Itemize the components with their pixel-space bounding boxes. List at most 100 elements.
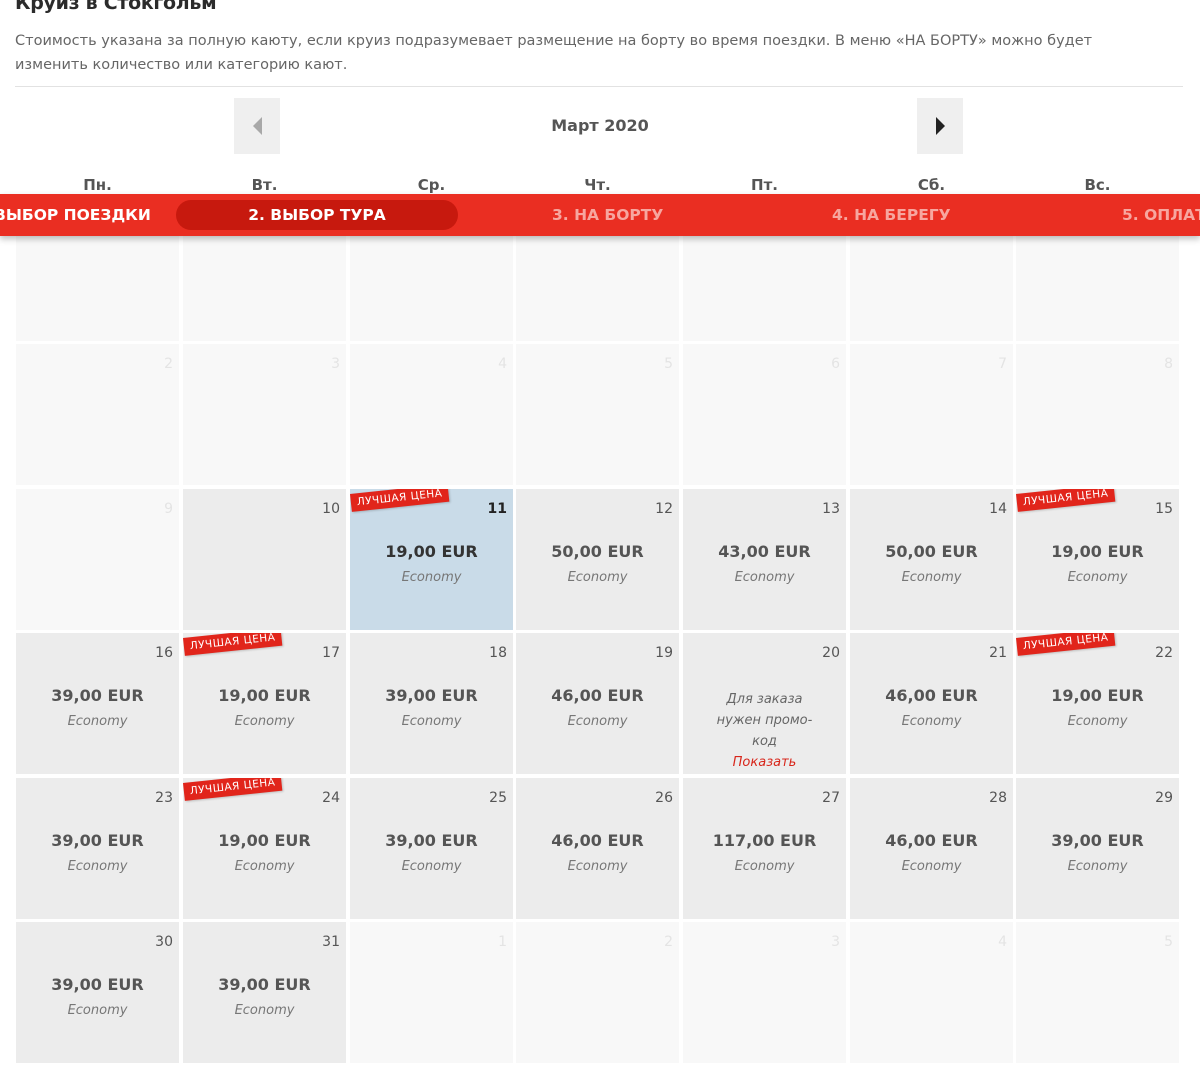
calendar-day-cell[interactable]: 30 39,00 EUR Economy: [16, 922, 179, 1063]
calendar-day-cell[interactable]: 29 39,00 EUR Economy: [1016, 778, 1179, 919]
day-number: 30: [155, 934, 173, 950]
chevron-left-icon: [252, 117, 262, 135]
calendar-day-cell: 3: [183, 344, 346, 485]
day-number: 18: [489, 645, 507, 661]
weekday-wed: Ср.: [417, 176, 446, 194]
cabin-category: Economy: [1067, 714, 1128, 729]
calendar-day-cell[interactable]: 31 39,00 EUR Economy: [183, 922, 346, 1063]
best-price-badge: ЛУЧШАЯ ЦЕНА: [1016, 489, 1116, 512]
day-number: 1: [498, 934, 507, 950]
cabin-category: Economy: [1067, 570, 1128, 585]
prev-month-button[interactable]: [234, 98, 280, 154]
best-price-badge: ЛУЧШАЯ ЦЕНА: [183, 633, 283, 656]
day-price: 46,00 EUR: [885, 831, 978, 850]
weekday-tue: Вт.: [251, 176, 278, 194]
calendar-day-cell[interactable]: 22 ЛУЧШАЯ ЦЕНА 19,00 EUR Economy: [1016, 633, 1179, 774]
weekday-mon: Пн.: [83, 176, 112, 194]
calendar-day-cell[interactable]: 27 117,00 EUR Economy: [683, 778, 846, 919]
day-price: 39,00 EUR: [218, 975, 311, 994]
calendar-day-cell[interactable]: 24 ЛУЧШАЯ ЦЕНА 19,00 EUR Economy: [183, 778, 346, 919]
day-number: 13: [822, 501, 840, 517]
day-price: 19,00 EUR: [218, 831, 311, 850]
weekday-sun: Вс.: [1084, 176, 1111, 194]
day-number: 4: [498, 356, 507, 372]
day-number: 22: [1155, 645, 1173, 661]
day-number: 5: [664, 356, 673, 372]
show-other-options-link[interactable]: Показать другие варианты: [732, 755, 797, 770]
calendar-day-cell[interactable]: 13 43,00 EUR Economy: [683, 489, 846, 630]
calendar-day-cell: 4: [850, 922, 1013, 1063]
day-price: 46,00 EUR: [885, 686, 978, 705]
cabin-category: Economy: [734, 570, 795, 585]
best-price-badge: ЛУЧШАЯ ЦЕНА: [350, 489, 450, 512]
calendar-day-cell[interactable]: 15 ЛУЧШАЯ ЦЕНА 19,00 EUR Economy: [1016, 489, 1179, 630]
cabin-category: Economy: [567, 570, 628, 585]
best-price-badge: ЛУЧШАЯ ЦЕНА: [1016, 633, 1116, 656]
calendar-day-cell: 9: [16, 489, 179, 630]
calendar-day-cell[interactable]: 23 39,00 EUR Economy: [16, 778, 179, 919]
weekday-sat: Сб.: [917, 176, 946, 194]
cabin-category: Economy: [901, 570, 962, 585]
calendar-day-cell[interactable]: 21 46,00 EUR Economy: [850, 633, 1013, 774]
day-number: 14: [989, 501, 1007, 517]
step-payment[interactable]: 5. ОПЛАТА: [1122, 206, 1200, 224]
calendar-day-cell[interactable]: 20 Для заказа нужен промо-код Показать дру…: [683, 633, 846, 774]
day-price: 46,00 EUR: [551, 686, 644, 705]
day-price: 19,00 EUR: [218, 686, 311, 705]
day-number: 12: [655, 501, 673, 517]
calendar-day-cell[interactable]: 16 39,00 EUR Economy: [16, 633, 179, 774]
day-price: 39,00 EUR: [51, 975, 144, 994]
calendar-day-cell[interactable]: 19 46,00 EUR Economy: [516, 633, 679, 774]
day-price: 19,00 EUR: [385, 542, 478, 561]
step-tour-selection[interactable]: 2. ВЫБОР ТУРА: [176, 200, 458, 230]
calendar-day-cell[interactable]: 25 39,00 EUR Economy: [350, 778, 513, 919]
day-number: 29: [1155, 790, 1173, 806]
day-price: 39,00 EUR: [51, 686, 144, 705]
day-number: 28: [989, 790, 1007, 806]
day-number: 11: [487, 501, 507, 517]
calendar-day-cell[interactable]: 26 46,00 EUR Economy: [516, 778, 679, 919]
calendar-day-cell: 2: [516, 922, 679, 1063]
calendar-day-cell: 2: [16, 344, 179, 485]
chevron-right-icon: [935, 117, 945, 135]
calendar-day-cell: 4: [350, 344, 513, 485]
day-price: 19,00 EUR: [1051, 686, 1144, 705]
day-number: 31: [322, 934, 340, 950]
cabin-category: Economy: [734, 859, 795, 874]
cabin-category: Economy: [567, 714, 628, 729]
promo-code-notice: Для заказа нужен промо-код Показать други…: [683, 689, 846, 774]
step-on-board[interactable]: 3. НА БОРТУ: [552, 206, 664, 224]
cabin-category: Economy: [234, 1003, 295, 1018]
calendar-day-cell[interactable]: 17 ЛУЧШАЯ ЦЕНА 19,00 EUR Economy: [183, 633, 346, 774]
calendar-day-cell[interactable]: 28 46,00 EUR Economy: [850, 778, 1013, 919]
day-number: 5: [1164, 934, 1173, 950]
calendar-grid: 2 3 4 5 6 7 8 9 10 11 ЛУЧШАЯ ЦЕНА 19,00 EUR Economy 1…: [16, 200, 1182, 1064]
day-price: 39,00 EUR: [51, 831, 144, 850]
next-month-button[interactable]: [917, 98, 963, 154]
cabin-category: Economy: [67, 714, 128, 729]
calendar-day-cell[interactable]: 10: [183, 489, 346, 630]
cabin-category: Economy: [234, 714, 295, 729]
day-number: 19: [655, 645, 673, 661]
calendar-day-cell: 8: [1016, 344, 1179, 485]
calendar-day-cell[interactable]: 14 50,00 EUR Economy: [850, 489, 1013, 630]
day-number: 15: [1155, 501, 1173, 517]
month-label: Март 2020: [551, 116, 649, 135]
day-price: 39,00 EUR: [1051, 831, 1144, 850]
promo-required-text: Для заказа нужен промо-код: [716, 692, 813, 749]
step-trip-selection[interactable]: ВЫБОР ПОЕЗДКИ: [0, 206, 151, 224]
calendar-day-cell[interactable]: 11 ЛУЧШАЯ ЦЕНА 19,00 EUR Economy: [350, 489, 513, 630]
calendar-day-cell[interactable]: 18 39,00 EUR Economy: [350, 633, 513, 774]
day-price: 39,00 EUR: [385, 686, 478, 705]
step-ashore[interactable]: 4. НА БЕРЕГУ: [832, 206, 951, 224]
weekday-fri: Пт.: [751, 176, 778, 194]
cabin-category: Economy: [567, 859, 628, 874]
day-number: 17: [322, 645, 340, 661]
cabin-category: Economy: [234, 859, 295, 874]
day-number: 7: [998, 356, 1007, 372]
calendar-day-cell: 7: [850, 344, 1013, 485]
day-number: 2: [164, 356, 173, 372]
weekday-header: Пн. Вт. Ср. Чт. Пт. Сб. Вс.: [16, 176, 1182, 196]
calendar-day-cell[interactable]: 12 50,00 EUR Economy: [516, 489, 679, 630]
day-number: 8: [1164, 356, 1173, 372]
